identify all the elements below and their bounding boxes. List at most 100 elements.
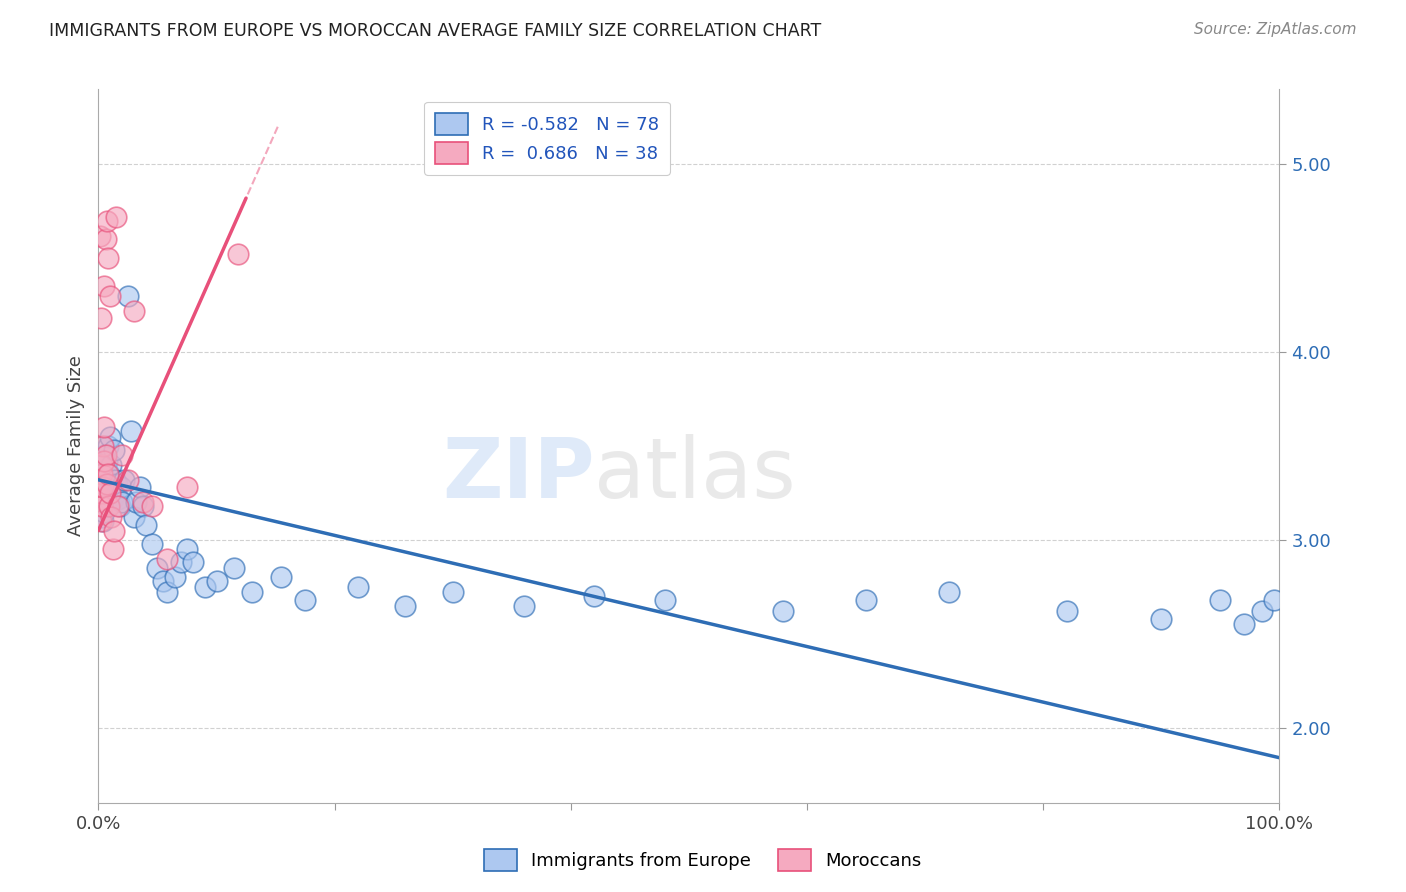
Point: [91, 476, 114, 491]
Point: [97, 486, 120, 500]
Point: [101, 542, 124, 557]
Point: [194, 580, 217, 594]
Point: [91, 499, 114, 513]
Y-axis label: Average Family Size: Average Family Size: [66, 356, 84, 536]
Point: [90, 495, 112, 509]
Point: [176, 542, 198, 557]
Point: [90, 480, 112, 494]
Text: atlas: atlas: [595, 434, 796, 515]
Point: [89, 499, 111, 513]
Point: [91, 458, 114, 472]
Point: [89, 491, 111, 506]
Point: [122, 303, 145, 318]
Point: [91, 439, 114, 453]
Point: [98, 289, 121, 303]
Point: [1263, 593, 1285, 607]
Point: [93, 476, 115, 491]
Point: [1209, 593, 1232, 607]
Point: [105, 476, 128, 491]
Point: [96, 213, 118, 227]
Point: [441, 585, 464, 599]
Point: [97, 251, 120, 265]
Point: [91, 491, 114, 506]
Point: [94, 449, 117, 463]
Point: [90, 505, 112, 519]
Point: [128, 480, 150, 494]
Point: [89, 473, 111, 487]
Point: [394, 599, 416, 613]
Point: [855, 593, 877, 607]
Point: [156, 551, 179, 566]
Point: [772, 604, 794, 618]
Point: [91, 480, 114, 494]
Point: [270, 570, 292, 584]
Point: [165, 570, 187, 584]
Point: [1056, 604, 1078, 618]
Point: [101, 491, 124, 506]
Point: [103, 442, 125, 457]
Point: [156, 585, 179, 599]
Point: [89, 486, 111, 500]
Point: [205, 574, 228, 589]
Point: [1250, 604, 1272, 618]
Legend: Immigrants from Europe, Moroccans: Immigrants from Europe, Moroccans: [477, 842, 929, 879]
Text: IMMIGRANTS FROM EUROPE VS MOROCCAN AVERAGE FAMILY SIZE CORRELATION CHART: IMMIGRANTS FROM EUROPE VS MOROCCAN AVERA…: [49, 22, 821, 40]
Point: [98, 429, 121, 443]
Point: [938, 585, 960, 599]
Point: [91, 480, 114, 494]
Point: [91, 458, 114, 472]
Point: [112, 473, 135, 487]
Point: [1233, 617, 1256, 632]
Point: [90, 467, 112, 482]
Point: [94, 495, 117, 509]
Point: [89, 228, 111, 243]
Point: [111, 495, 134, 509]
Point: [89, 473, 111, 487]
Point: [141, 499, 163, 513]
Point: [98, 499, 121, 513]
Point: [103, 524, 125, 538]
Point: [100, 510, 122, 524]
Point: [93, 420, 115, 434]
Point: [94, 232, 117, 246]
Point: [97, 439, 120, 453]
Point: [122, 510, 145, 524]
Point: [101, 476, 124, 491]
Text: ZIP: ZIP: [441, 434, 595, 515]
Point: [135, 517, 157, 532]
Legend: R = -0.582   N = 78, R =  0.686   N = 38: R = -0.582 N = 78, R = 0.686 N = 38: [425, 102, 671, 175]
Point: [98, 486, 121, 500]
Point: [108, 499, 131, 513]
Point: [117, 289, 139, 303]
Point: [224, 561, 246, 575]
Point: [105, 486, 128, 500]
Point: [94, 461, 117, 475]
Point: [294, 593, 316, 607]
Point: [117, 473, 139, 487]
Point: [90, 311, 112, 326]
Point: [91, 499, 114, 513]
Point: [96, 454, 118, 468]
Point: [90, 499, 112, 513]
Point: [93, 454, 115, 468]
Point: [91, 514, 114, 528]
Point: [152, 574, 174, 589]
Point: [98, 491, 121, 506]
Point: [107, 491, 129, 506]
Point: [91, 467, 114, 482]
Point: [226, 247, 249, 261]
Point: [121, 424, 143, 438]
Point: [104, 473, 127, 487]
Point: [107, 499, 129, 513]
Point: [90, 514, 112, 528]
Point: [98, 480, 121, 494]
Point: [91, 510, 114, 524]
Point: [141, 536, 163, 550]
Point: [96, 480, 118, 494]
Point: [170, 556, 193, 570]
Point: [1150, 612, 1173, 626]
Text: Source: ZipAtlas.com: Source: ZipAtlas.com: [1194, 22, 1357, 37]
Point: [110, 480, 132, 494]
Point: [100, 458, 122, 472]
Point: [91, 486, 114, 500]
